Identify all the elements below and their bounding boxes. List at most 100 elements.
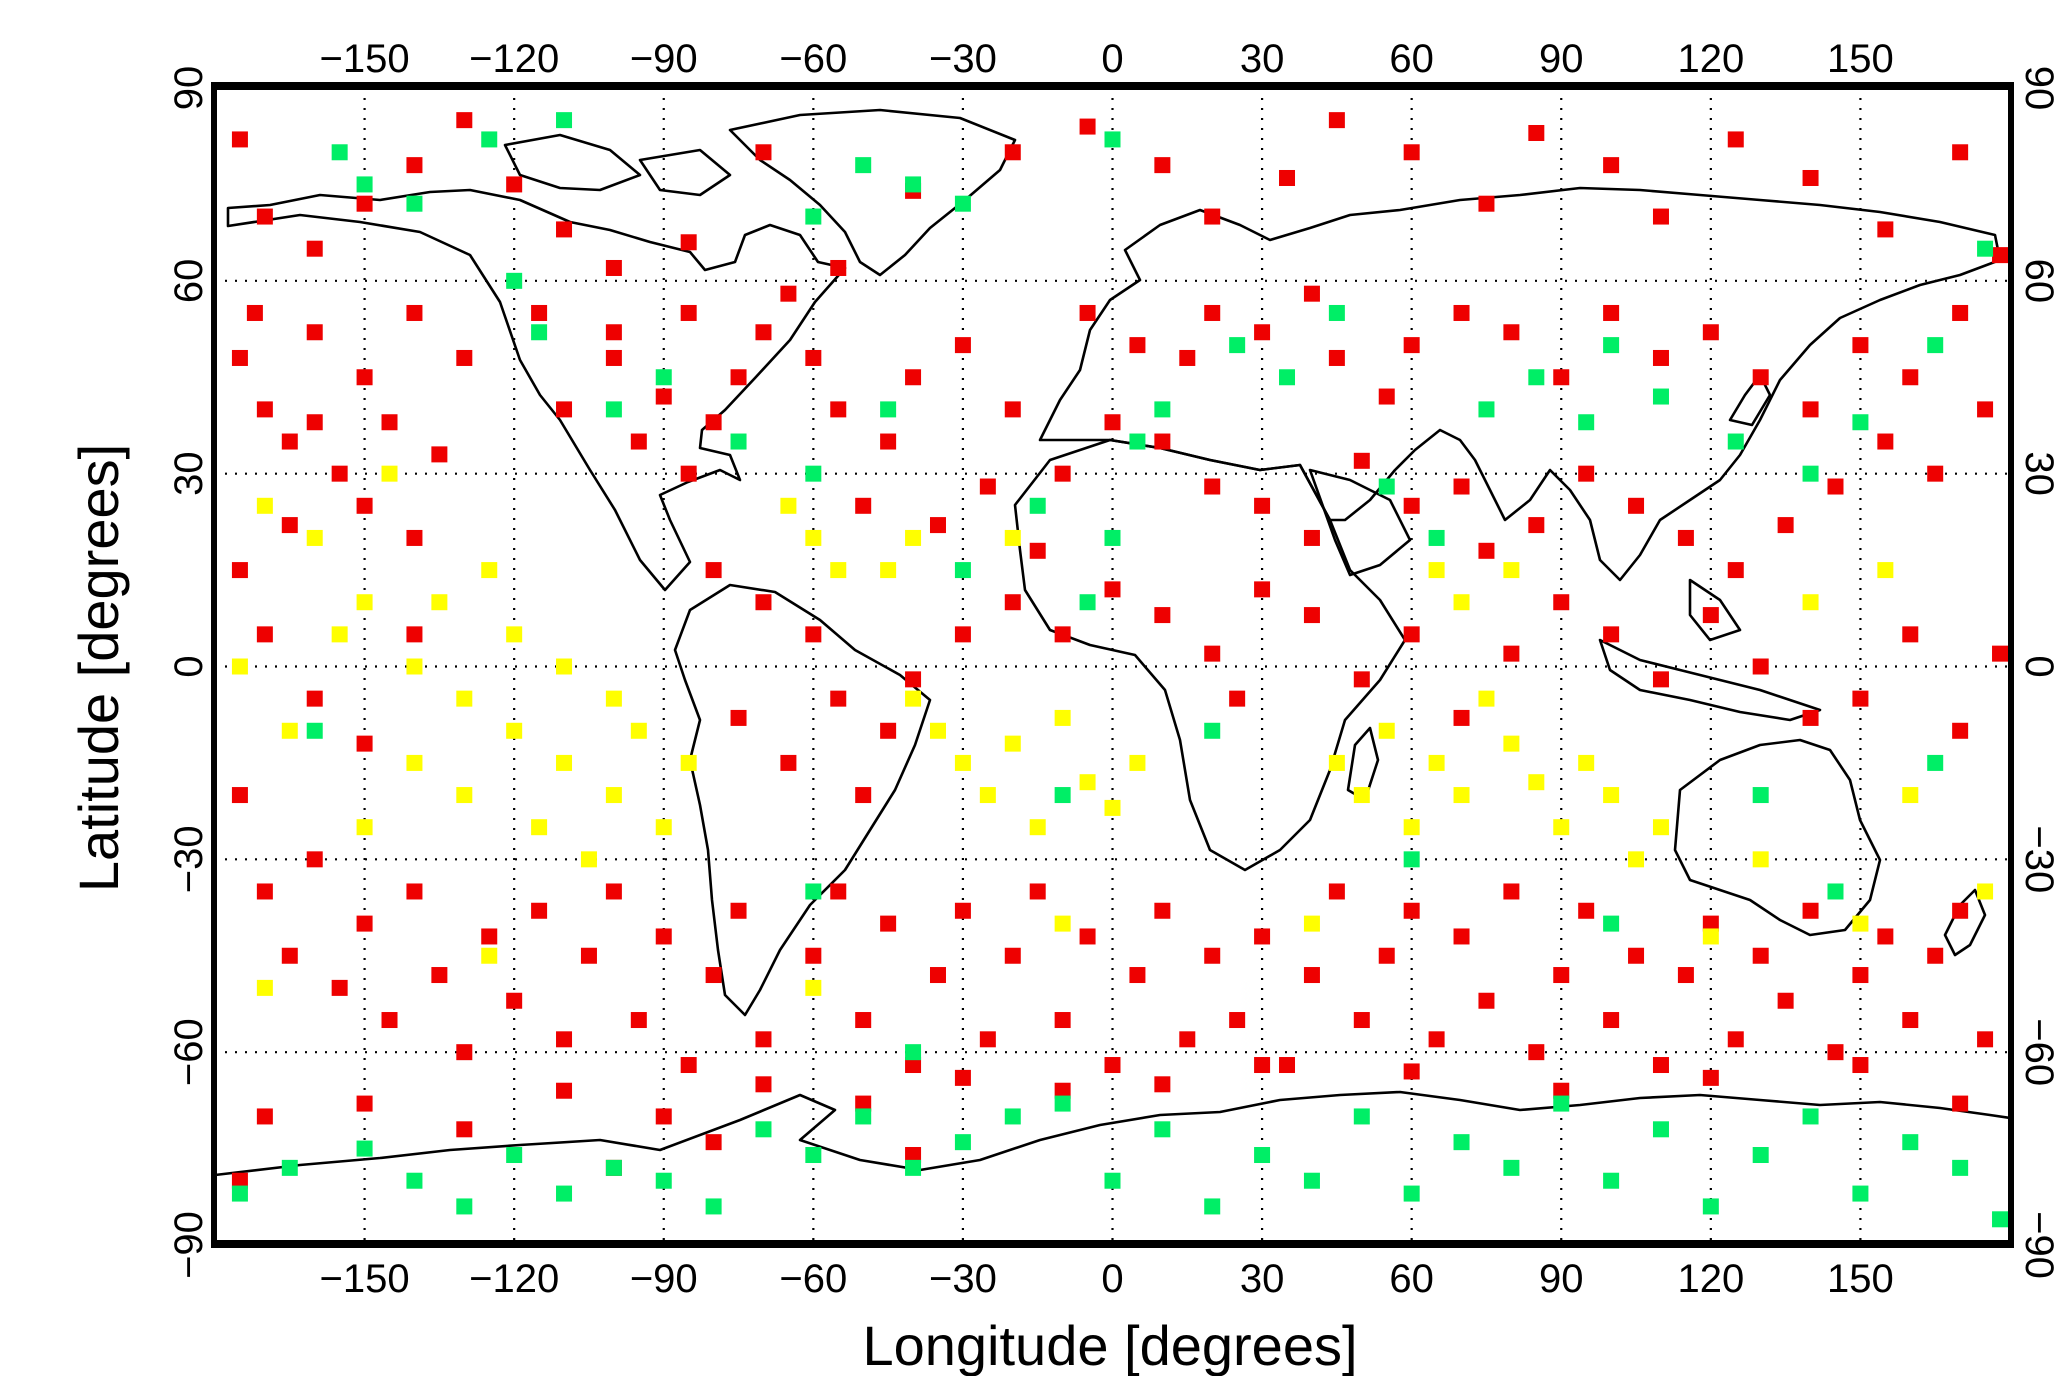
data-point	[1802, 902, 1819, 919]
data-point	[231, 562, 248, 579]
data-point	[755, 1076, 772, 1093]
data-point	[1652, 1057, 1669, 1074]
data-point	[281, 433, 298, 450]
data-point	[1004, 947, 1021, 964]
data-point	[1702, 928, 1719, 945]
data-point	[1478, 690, 1495, 707]
data-point	[1453, 787, 1470, 804]
data-point	[1503, 883, 1520, 900]
data-point	[456, 349, 473, 366]
data-point	[855, 1108, 872, 1125]
data-point	[1453, 1134, 1470, 1151]
data-point	[1054, 787, 1071, 804]
data-point	[655, 388, 672, 405]
data-point	[1802, 169, 1819, 186]
data-point	[1977, 883, 1994, 900]
data-point	[1603, 157, 1620, 174]
data-point	[556, 1185, 573, 1202]
data-point	[356, 369, 373, 386]
data-point	[1303, 915, 1320, 932]
data-point	[605, 259, 622, 276]
data-point	[356, 915, 373, 932]
coastline-greenland	[728, 108, 1017, 277]
data-point	[406, 157, 423, 174]
data-point	[281, 947, 298, 964]
data-point	[830, 562, 847, 579]
data-point	[1877, 928, 1894, 945]
coastline-arabia	[1308, 468, 1412, 577]
data-point	[1154, 433, 1171, 450]
data-point	[905, 1044, 922, 1061]
x-tick-label-top: 90	[1539, 37, 1584, 81]
data-point	[1802, 465, 1819, 482]
data-point	[1104, 581, 1121, 598]
data-point	[1702, 1198, 1719, 1215]
data-point	[356, 497, 373, 514]
data-point	[1652, 819, 1669, 836]
data-point	[1403, 902, 1420, 919]
data-point	[1827, 1044, 1844, 1061]
data-point	[1702, 1069, 1719, 1086]
data-point	[456, 1198, 473, 1215]
tick-labels: −150 −150 −120 −120 −90 −90 −60 −60 −30 −30 0 0 30 30…	[167, 37, 2061, 1301]
data-point	[1927, 947, 1944, 964]
data-point	[1403, 497, 1420, 514]
data-point	[1453, 709, 1470, 726]
data-point	[1927, 465, 1944, 482]
data-point	[1752, 851, 1769, 868]
y-tick-label-left: 90	[167, 66, 211, 111]
data-point	[531, 324, 548, 341]
data-point	[1279, 369, 1296, 386]
data-point	[481, 562, 498, 579]
data-point	[331, 626, 348, 643]
data-point	[805, 349, 822, 366]
data-point	[1478, 401, 1495, 418]
data-point	[1992, 247, 2009, 264]
data-point	[880, 401, 897, 418]
data-point	[1578, 414, 1595, 431]
data-point	[605, 401, 622, 418]
x-tick-label-top: 0	[1101, 37, 1123, 81]
data-point	[231, 1185, 248, 1202]
data-point	[1603, 1012, 1620, 1029]
data-point	[655, 1172, 672, 1189]
data-point	[1702, 607, 1719, 624]
data-point	[979, 787, 996, 804]
x-tick-label-bottom: −150	[320, 1257, 410, 1301]
coastline-australia	[1673, 738, 1882, 937]
data-point	[406, 754, 423, 771]
data-point	[1403, 144, 1420, 161]
data-point	[1054, 1082, 1071, 1099]
data-point	[905, 1159, 922, 1176]
data-point	[481, 947, 498, 964]
data-point	[805, 1147, 822, 1164]
x-tick-label-top: 150	[1827, 37, 1894, 81]
data-point	[1154, 902, 1171, 919]
data-point	[1129, 433, 1146, 450]
data-point	[1004, 401, 1021, 418]
data-point	[1229, 337, 1246, 354]
data-point	[1727, 1031, 1744, 1048]
data-point	[1977, 240, 1994, 257]
data-point	[1952, 1159, 1969, 1176]
y-tick-label-left: 30	[167, 451, 211, 496]
data-point	[954, 902, 971, 919]
data-point	[1752, 947, 1769, 964]
data-point	[256, 208, 273, 225]
x-tick-label-top: 60	[1389, 37, 1434, 81]
x-tick-label-top: −60	[779, 37, 847, 81]
data-point	[1254, 324, 1271, 341]
data-point	[1054, 626, 1071, 643]
data-point	[1877, 221, 1894, 238]
data-point	[830, 883, 847, 900]
coastline-madagascar	[1346, 726, 1380, 802]
data-point	[1952, 144, 1969, 161]
y-tick-label-right: 90	[2017, 66, 2061, 111]
data-point	[1428, 1031, 1445, 1048]
data-point	[605, 787, 622, 804]
data-point	[680, 465, 697, 482]
y-tick-label-left: −60	[167, 1018, 211, 1086]
data-point	[954, 562, 971, 579]
data-point	[1328, 304, 1345, 321]
data-point	[905, 690, 922, 707]
